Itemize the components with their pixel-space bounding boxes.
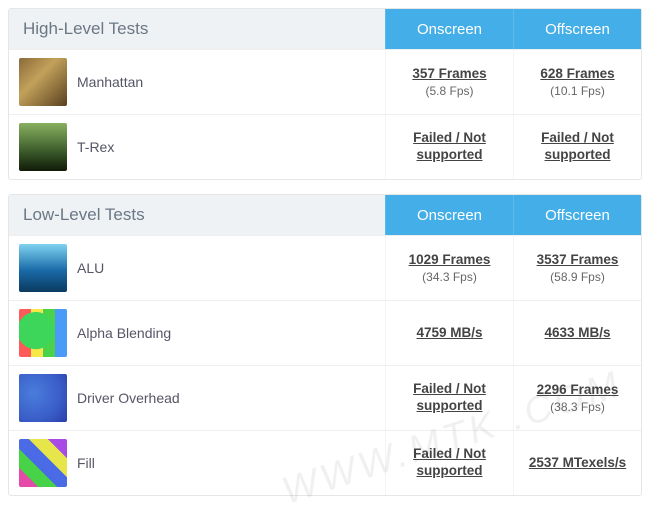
result-primary: Failed / Not supported [392, 446, 507, 480]
result-primary: Failed / Not supported [392, 381, 507, 415]
table-row: Driver OverheadFailed / Not supported229… [9, 365, 641, 430]
table-row: Alpha Blending 4759 MB/s 4633 MB/s [9, 300, 641, 365]
result-secondary: (34.3 Fps) [422, 270, 477, 284]
result-cell-onscreen[interactable]: Failed / Not supported [385, 115, 513, 179]
result-cell-offscreen[interactable]: 2296 Frames(38.3 Fps) [513, 366, 641, 430]
result-primary: 1029 Frames [409, 252, 491, 269]
result-primary: 628 Frames [540, 66, 614, 83]
result-secondary: (5.8 Fps) [425, 84, 473, 98]
test-thumbnail [19, 309, 67, 357]
result-cell-offscreen[interactable]: Failed / Not supported [513, 115, 641, 179]
section: Low-Level TestsOnscreenOffscreenALU1029 … [8, 194, 642, 496]
column-header-offscreen: Offscreen [513, 9, 641, 49]
test-name: Alpha Blending [77, 301, 385, 365]
column-header-onscreen: Onscreen [385, 9, 513, 49]
result-primary: 4633 MB/s [544, 325, 610, 342]
table-row: ALU1029 Frames(34.3 Fps)3537 Frames(58.9… [9, 235, 641, 300]
result-primary: 2296 Frames [537, 382, 619, 399]
result-secondary: (38.3 Fps) [550, 400, 605, 414]
table-row: Manhattan357 Frames(5.8 Fps)628 Frames(1… [9, 49, 641, 114]
result-secondary: (10.1 Fps) [550, 84, 605, 98]
test-name: T-Rex [77, 115, 385, 179]
result-primary: Failed / Not supported [392, 130, 507, 164]
result-secondary: (58.9 Fps) [550, 270, 605, 284]
result-primary: 357 Frames [412, 66, 486, 83]
section: High-Level TestsOnscreenOffscreenManhatt… [8, 8, 642, 180]
table-row: FillFailed / Not supported 2537 MTexels/s [9, 430, 641, 495]
table-row: T-RexFailed / Not supportedFailed / Not … [9, 114, 641, 179]
result-cell-offscreen[interactable]: 2537 MTexels/s [513, 431, 641, 495]
result-primary: Failed / Not supported [520, 130, 635, 164]
result-cell-onscreen[interactable]: 1029 Frames(34.3 Fps) [385, 236, 513, 300]
test-thumbnail [19, 439, 67, 487]
result-primary: 3537 Frames [537, 252, 619, 269]
result-primary: 2537 MTexels/s [529, 455, 626, 472]
result-cell-offscreen[interactable]: 628 Frames(10.1 Fps) [513, 50, 641, 114]
test-name: Manhattan [77, 50, 385, 114]
result-cell-onscreen[interactable]: 357 Frames(5.8 Fps) [385, 50, 513, 114]
result-cell-onscreen[interactable]: Failed / Not supported [385, 431, 513, 495]
test-thumbnail [19, 123, 67, 171]
column-header-offscreen: Offscreen [513, 195, 641, 235]
test-name: Fill [77, 431, 385, 495]
test-name: Driver Overhead [77, 366, 385, 430]
test-thumbnail [19, 374, 67, 422]
section-header: High-Level TestsOnscreenOffscreen [9, 9, 641, 49]
section-title: Low-Level Tests [9, 195, 385, 235]
test-thumbnail [19, 244, 67, 292]
test-name: ALU [77, 236, 385, 300]
result-cell-onscreen[interactable]: 4759 MB/s [385, 301, 513, 365]
result-cell-onscreen[interactable]: Failed / Not supported [385, 366, 513, 430]
section-title: High-Level Tests [9, 9, 385, 49]
section-header: Low-Level TestsOnscreenOffscreen [9, 195, 641, 235]
result-primary: 4759 MB/s [416, 325, 482, 342]
result-cell-offscreen[interactable]: 4633 MB/s [513, 301, 641, 365]
column-header-onscreen: Onscreen [385, 195, 513, 235]
test-thumbnail [19, 58, 67, 106]
result-cell-offscreen[interactable]: 3537 Frames(58.9 Fps) [513, 236, 641, 300]
